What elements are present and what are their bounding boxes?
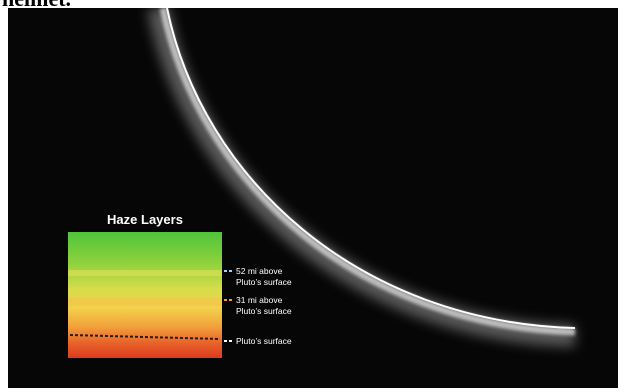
panel-title: Haze Layers	[107, 212, 183, 227]
haze-band	[68, 270, 222, 276]
layer-label: Pluto’s surface	[236, 277, 292, 287]
layer-label: Pluto’s surface	[236, 336, 292, 346]
haze-band	[68, 298, 222, 306]
screenshot: helmet. Haze Layers 52 mi abovePlut	[0, 0, 626, 392]
layer-label: 31 mi above	[236, 295, 283, 305]
haze-map	[68, 232, 222, 358]
layer-label: Pluto’s surface	[236, 306, 292, 316]
layer-label: 52 mi above	[236, 266, 283, 276]
